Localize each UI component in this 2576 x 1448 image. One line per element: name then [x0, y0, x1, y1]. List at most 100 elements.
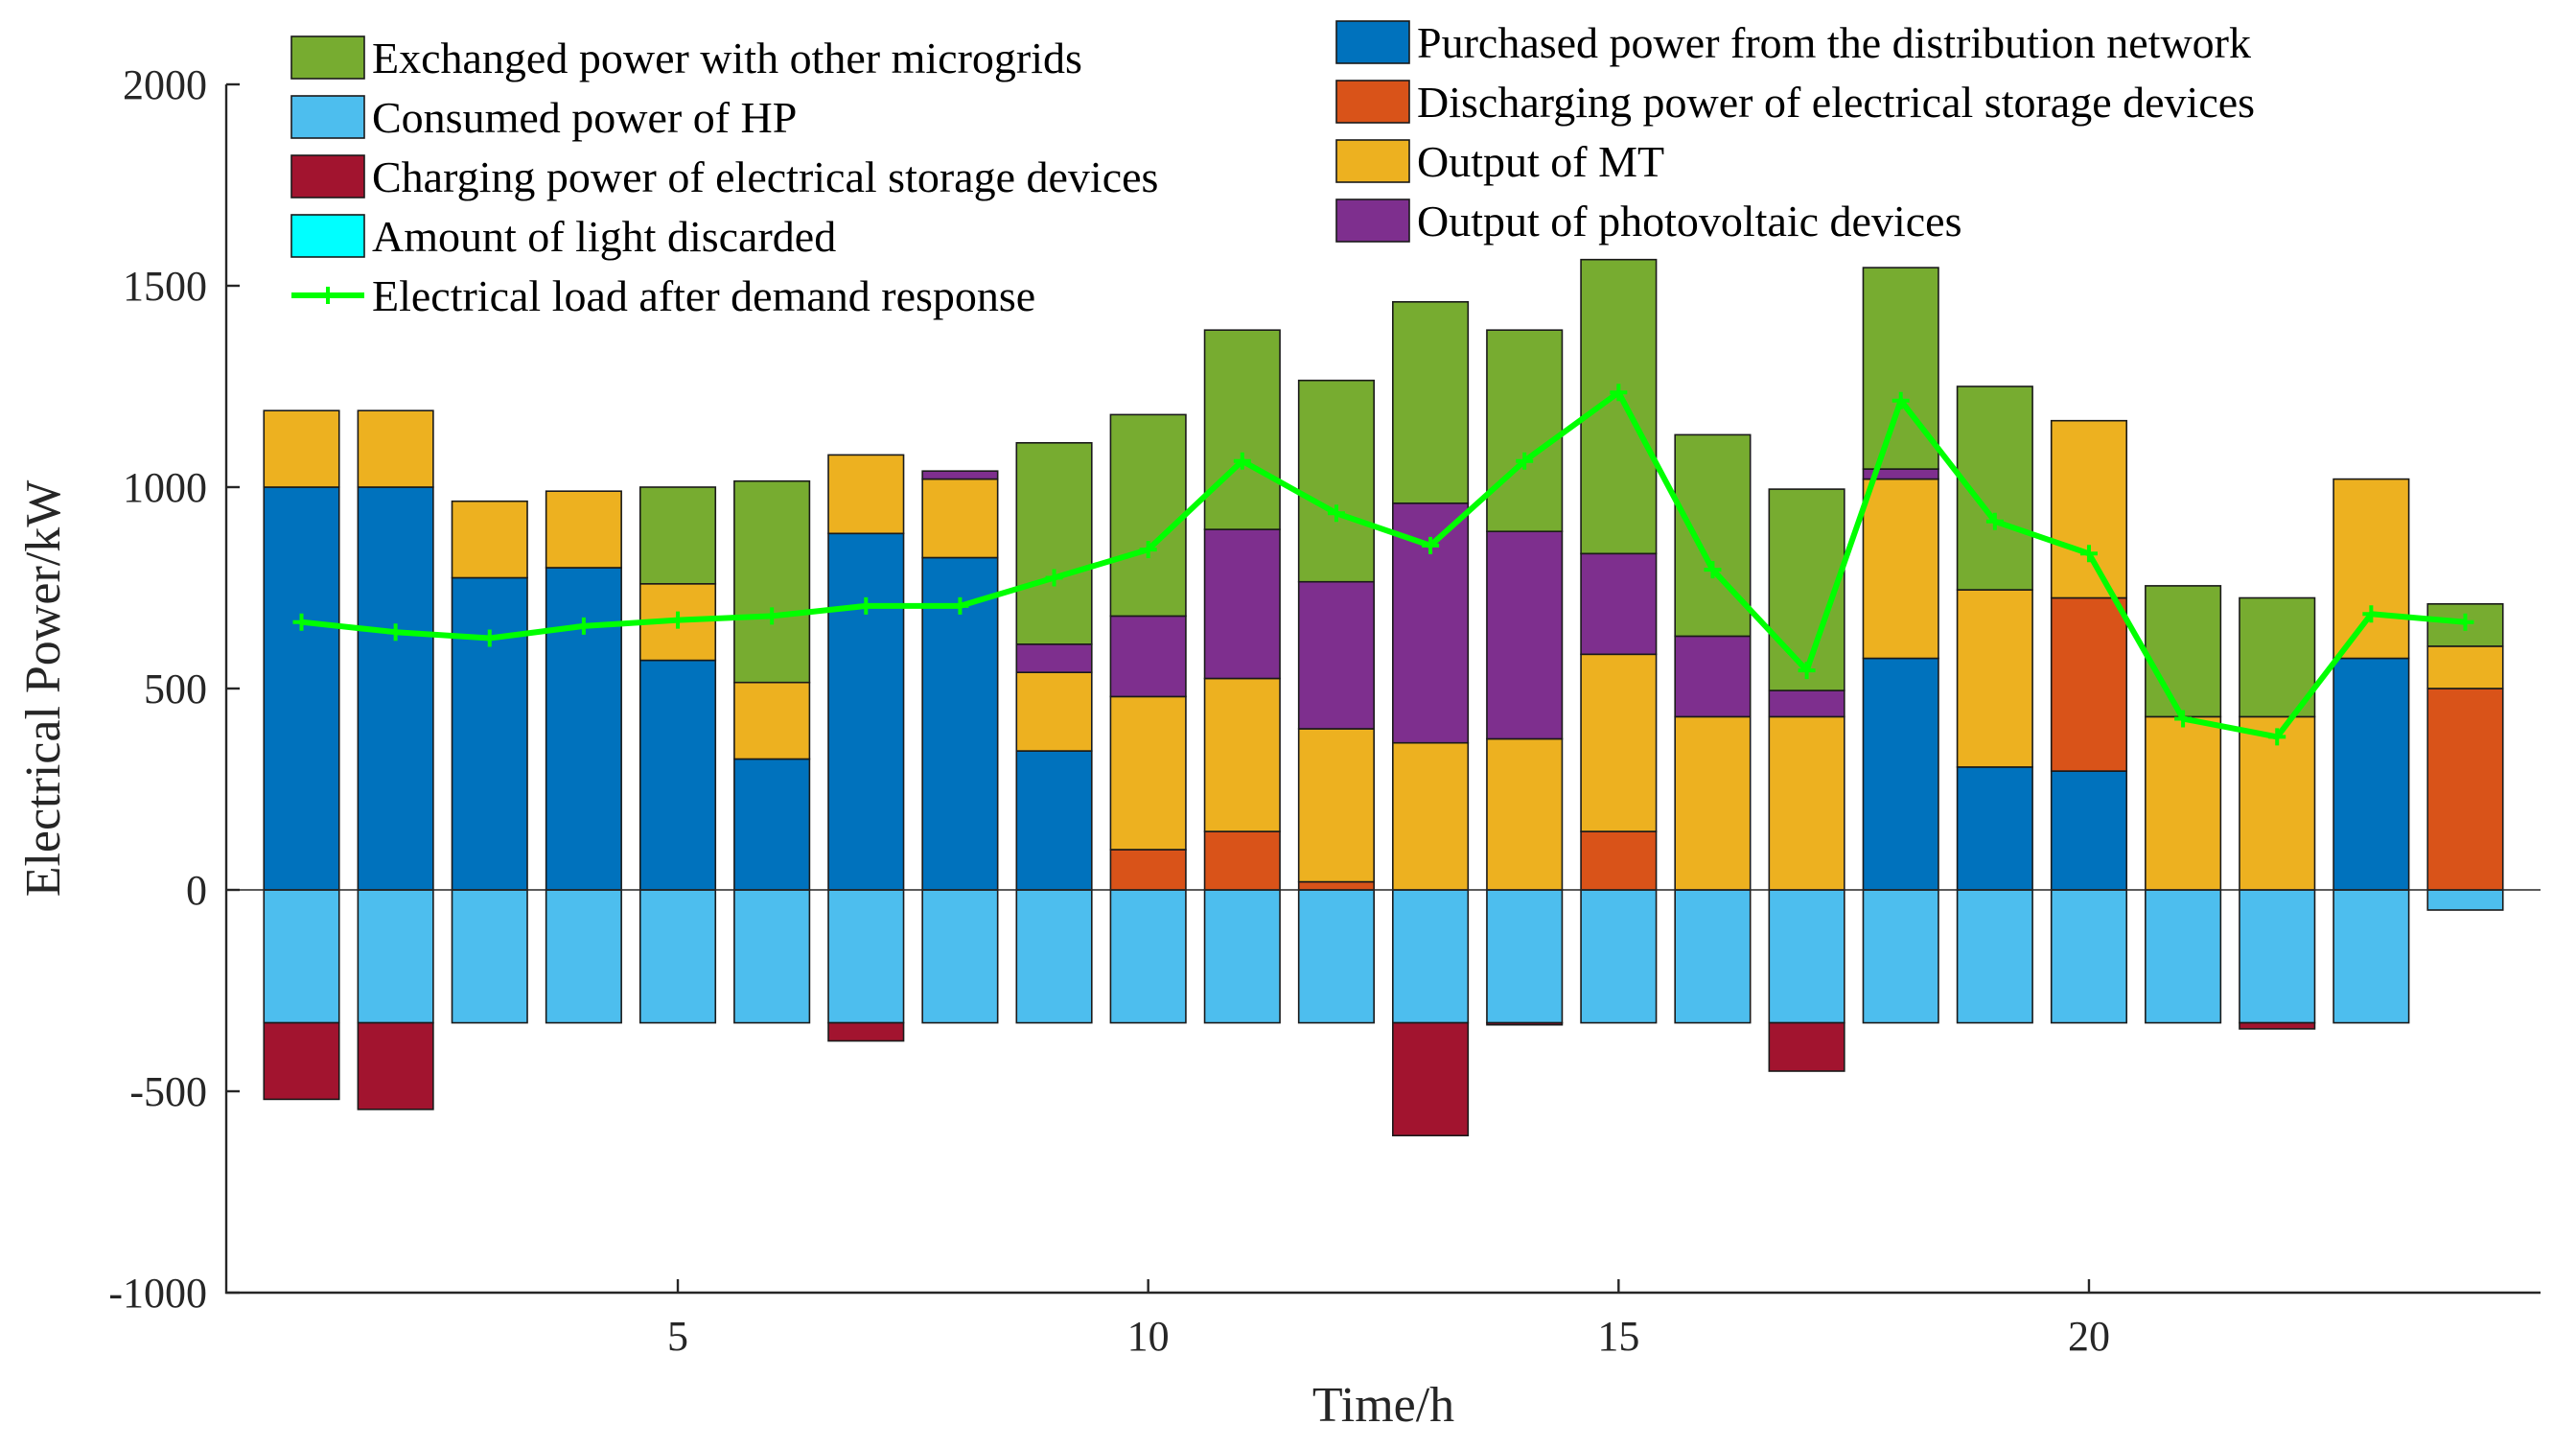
- load-marker-h22: [2268, 728, 2286, 746]
- bar-exchange-h10: [1109, 413, 1187, 618]
- load-marker-h6: [763, 607, 781, 625]
- bar-hp-h23: [2332, 889, 2410, 1024]
- bar-pv-h10: [1109, 615, 1187, 698]
- legend-swatch: [1335, 20, 1410, 64]
- bar-exchange-h13: [1392, 300, 1470, 504]
- bar-mt-h2: [357, 409, 434, 488]
- legend: Exchanged power with other microgrids Con…: [290, 18, 2255, 320]
- load-marker-h14: [1516, 452, 1534, 470]
- bar-discharge-h15: [1580, 830, 1658, 891]
- load-marker-h4: [574, 617, 592, 635]
- bar-pv-h14: [1486, 530, 1564, 740]
- bar-grid-h6: [733, 758, 811, 891]
- bar-pv-h12: [1297, 580, 1375, 730]
- legend-label-right-1: Discharging power of electrical storage …: [1417, 78, 2255, 127]
- negative-bars-group: [263, 889, 2504, 1136]
- bar-discharge-h24: [2426, 688, 2504, 891]
- bar-mt-h22: [2239, 715, 2316, 891]
- bar-hp-h3: [451, 889, 528, 1024]
- bar-hp-h15: [1580, 889, 1658, 1024]
- bar-pv-h15: [1580, 552, 1658, 656]
- bar-hp-h22: [2239, 889, 2316, 1024]
- bar-grid-h18: [1862, 657, 1939, 891]
- bar-discharge-h20: [2050, 596, 2128, 772]
- bar-mt-h6: [733, 681, 811, 760]
- y-tick-label: -500: [129, 1068, 207, 1115]
- bar-mt-h3: [451, 500, 528, 579]
- bar-grid-h19: [1956, 766, 2033, 891]
- bar-charge-h14: [1486, 1021, 1564, 1026]
- load-marker-h16: [1704, 561, 1722, 579]
- bar-exchange-h6: [733, 479, 811, 684]
- legend-label-left-3: Amount of light discarded: [372, 212, 836, 261]
- legend-label-left-4: Electrical load after demand response: [372, 271, 1035, 320]
- bar-mt-h13: [1392, 741, 1470, 891]
- bar-grid-h5: [638, 659, 717, 891]
- x-axis-title: Time/h: [1312, 1378, 1454, 1433]
- y-tick-label: 2000: [123, 61, 207, 108]
- load-marker-h19: [1985, 512, 2004, 530]
- load-marker-h20: [2079, 545, 2098, 563]
- load-marker-h12: [1327, 504, 1345, 523]
- bar-exchange-h5: [638, 486, 717, 585]
- bar-exchange-h11: [1203, 329, 1281, 530]
- bar-exchange-h9: [1015, 441, 1093, 645]
- load-marker-h21: [2174, 710, 2193, 728]
- bar-charge-h17: [1768, 1021, 1845, 1072]
- load-marker-h11: [1233, 452, 1251, 470]
- load-marker-h18: [1891, 391, 1910, 409]
- load-marker-h3: [480, 629, 499, 647]
- bar-exchange-h14: [1486, 329, 1564, 533]
- bar-mt-h12: [1297, 728, 1375, 883]
- legend-swatch: [290, 35, 365, 80]
- load-marker-h9: [1045, 569, 1063, 587]
- bar-discharge-h10: [1109, 849, 1187, 891]
- bar-hp-h20: [2050, 889, 2128, 1024]
- bar-hp-h5: [638, 889, 717, 1024]
- bar-exchange-h12: [1297, 379, 1375, 583]
- bar-grid-h1: [263, 486, 340, 891]
- load-marker-h15: [1610, 384, 1628, 402]
- load-marker-h2: [386, 623, 405, 642]
- bar-charge-h22: [2239, 1021, 2316, 1030]
- legend-swatch: [1335, 80, 1410, 124]
- load-line: [301, 389, 2466, 740]
- bar-hp-h18: [1862, 889, 1939, 1024]
- bar-hp-h7: [827, 889, 905, 1024]
- x-tick-label: 15: [1597, 1313, 1639, 1360]
- y-tick-label: 1000: [123, 464, 207, 511]
- y-tick-label: -1000: [108, 1270, 207, 1317]
- legend-swatch: [290, 95, 365, 139]
- bar-hp-h11: [1203, 889, 1281, 1024]
- bar-mt-h23: [2332, 478, 2410, 660]
- bar-hp-h6: [733, 889, 811, 1024]
- bar-grid-h3: [451, 576, 528, 891]
- bar-pv-h9: [1015, 642, 1093, 673]
- bar-mt-h9: [1015, 671, 1093, 752]
- load-marker-h8: [951, 596, 969, 615]
- bar-mt-h14: [1486, 737, 1564, 891]
- bar-exchange-h22: [2239, 596, 2316, 718]
- bar-charge-h7: [827, 1021, 905, 1042]
- load-marker-h23: [2362, 605, 2380, 623]
- bar-hp-h8: [921, 889, 999, 1024]
- bar-grid-h7: [827, 532, 905, 891]
- x-tick-label: 20: [2068, 1313, 2110, 1360]
- bar-mt-h8: [921, 478, 999, 559]
- y-tick-label: 0: [186, 867, 207, 914]
- bar-hp-h4: [545, 889, 622, 1024]
- bar-mt-h21: [2145, 715, 2222, 891]
- axes-group: -1000 -500 0 500 1000 1500 2000 5 10 15 20: [108, 61, 2541, 1360]
- bar-pv-h16: [1674, 635, 1752, 718]
- bar-exchange-h15: [1580, 258, 1658, 555]
- bar-hp-h12: [1297, 889, 1375, 1024]
- bar-grid-h2: [357, 486, 434, 891]
- load-marker-h7: [857, 596, 875, 615]
- bar-mt-h17: [1768, 715, 1845, 891]
- bar-exchange-h21: [2145, 585, 2222, 718]
- bar-mt-h7: [827, 454, 905, 535]
- x-tick-label: 5: [667, 1313, 688, 1360]
- bar-hp-h19: [1956, 889, 2033, 1024]
- bar-mt-h20: [2050, 419, 2128, 599]
- bar-mt-h11: [1203, 677, 1281, 832]
